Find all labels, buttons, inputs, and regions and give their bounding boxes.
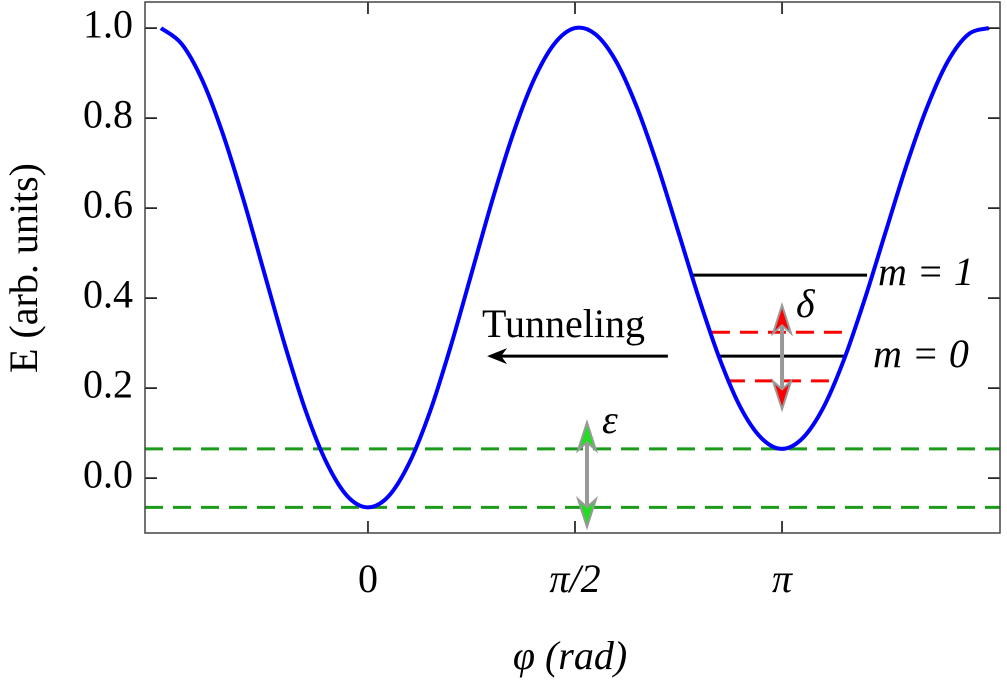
plot-frame bbox=[144, 1, 1001, 534]
x-tick-label: π bbox=[772, 556, 793, 601]
annotation: m = 1 bbox=[878, 249, 974, 294]
annotation: ε bbox=[602, 397, 618, 442]
y-axis-label: E (arb. units) bbox=[1, 163, 46, 373]
y-tick-label: 0.8 bbox=[83, 91, 133, 136]
arrow-head bbox=[575, 419, 599, 454]
plot-area bbox=[145, 25, 1000, 510]
y-tick-label: 0.0 bbox=[83, 451, 133, 496]
arrow-head bbox=[770, 378, 794, 413]
y-tick-label: 0.6 bbox=[83, 181, 133, 226]
x-tick-label: 0 bbox=[358, 556, 378, 601]
y-tick-label: 0.4 bbox=[83, 271, 133, 316]
y-tick-label: 0.2 bbox=[83, 361, 133, 406]
x-tick-label: π/2 bbox=[549, 556, 600, 601]
arrow-head bbox=[770, 302, 794, 337]
annotation: Tunneling bbox=[482, 301, 645, 346]
arrow-head bbox=[487, 348, 508, 365]
annotation: δ bbox=[796, 281, 816, 326]
curve bbox=[159, 25, 990, 510]
x-axis-label: φ (rad) bbox=[513, 633, 627, 678]
y-tick-label: 1.0 bbox=[83, 1, 133, 46]
annotation: m = 0 bbox=[873, 331, 969, 376]
arrow-head bbox=[575, 495, 599, 531]
